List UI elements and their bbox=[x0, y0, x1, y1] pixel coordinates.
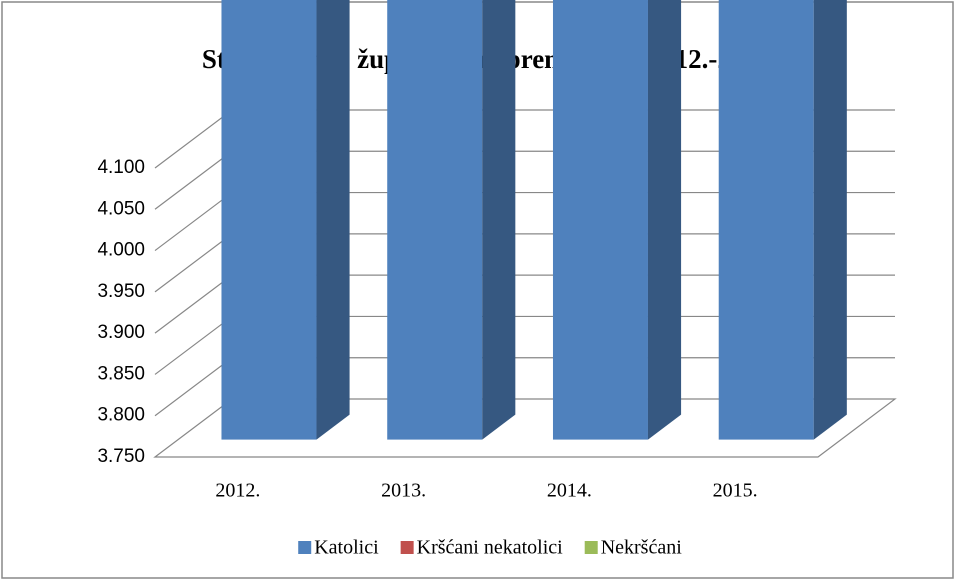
legend-label: Nekršćani bbox=[601, 537, 683, 559]
bar-side bbox=[316, 0, 350, 440]
x-tick-label: 2014. bbox=[547, 480, 592, 502]
legend-swatch bbox=[400, 541, 414, 554]
legend-swatch bbox=[298, 541, 312, 554]
bar-segment bbox=[221, 0, 317, 440]
y-tick-label: 4.000 bbox=[97, 240, 145, 261]
bar-side bbox=[813, 0, 847, 440]
legend-label: Kršćani nekatolici bbox=[417, 537, 563, 559]
floor bbox=[153, 398, 897, 458]
bar-segment bbox=[552, 0, 648, 440]
y-tick-label: 3.850 bbox=[97, 363, 145, 384]
x-tick-label: 2013. bbox=[381, 480, 426, 502]
legend-swatch bbox=[584, 541, 598, 554]
y-tick-label: 3.950 bbox=[97, 281, 145, 302]
y-tick-label: 3.750 bbox=[97, 446, 145, 467]
bar-side bbox=[482, 0, 516, 440]
x-tick-label: 2012. bbox=[215, 480, 260, 502]
y-tick-label: 4.100 bbox=[97, 157, 145, 178]
y-tick-label: 4.050 bbox=[97, 198, 145, 219]
bar-segment bbox=[387, 0, 483, 440]
x-tick-label: 2015. bbox=[713, 480, 758, 502]
y-tick-label: 3.800 bbox=[97, 405, 145, 426]
bar-side bbox=[647, 0, 682, 440]
y-tick-label: 3.900 bbox=[97, 322, 145, 343]
legend-label: Katolici bbox=[314, 537, 379, 559]
bar-segment bbox=[718, 0, 814, 440]
